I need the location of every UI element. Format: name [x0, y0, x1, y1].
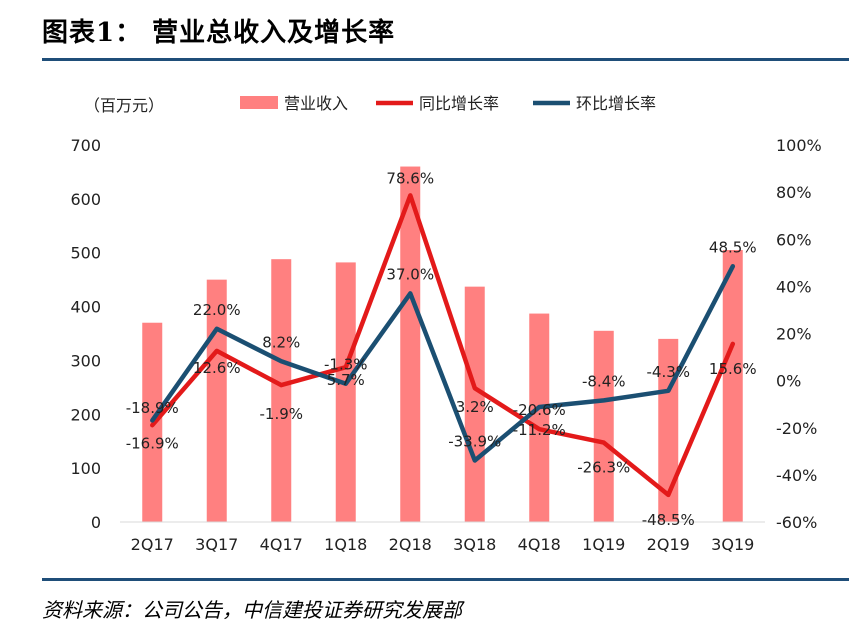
- qoq-data-label: 37.0%: [386, 265, 434, 283]
- left-axis-tick-label: 400: [70, 298, 101, 317]
- yoy-data-label: 3.2%: [456, 398, 494, 416]
- legend-label-yoy: 同比增长率: [419, 94, 499, 113]
- x-axis-tick-label: 2Q19: [647, 535, 690, 554]
- qoq-growth-line: [150, 264, 736, 463]
- qoq-data-label: 8.2%: [262, 333, 300, 351]
- left-axis-tick-label: 500: [70, 244, 101, 263]
- left-axis-tick-label: 100: [70, 459, 101, 478]
- figure-title: 图表1： 营业总收入及增长率: [42, 18, 396, 48]
- x-axis-tick-label: 1Q19: [582, 535, 625, 554]
- right-axis-tick-label: 60%: [776, 230, 812, 249]
- x-axis-tick-label: 4Q17: [260, 535, 303, 554]
- yoy-data-label: -26.3%: [577, 459, 630, 477]
- left-axis-tick-label: 300: [70, 351, 101, 370]
- revenue-bar: [722, 250, 743, 522]
- yoy-data-label: -1.9%: [259, 405, 303, 423]
- right-axis-tick-label: 20%: [776, 325, 812, 344]
- x-axis-tick-label: 3Q17: [195, 535, 238, 554]
- revenue-bar: [464, 286, 485, 522]
- right-axis-tick-label: 0%: [776, 372, 801, 391]
- left-axis-unit: （百万元）: [84, 96, 164, 115]
- yoy-data-label: 78.6%: [386, 169, 434, 187]
- yoy-growth-line: [150, 193, 736, 498]
- revenue-bar: [529, 313, 550, 522]
- right-axis-tick-label: -60%: [776, 513, 817, 532]
- revenue-bar: [335, 262, 356, 522]
- right-axis-tick-label: -40%: [776, 466, 817, 485]
- x-axis-tick-label: 1Q18: [324, 535, 367, 554]
- x-axis-tick-label: 4Q18: [518, 535, 561, 554]
- x-axis-tick-label: 2Q17: [131, 535, 174, 554]
- revenue-growth-chart: 0 100 200 300 400 500 600 700 -60% -40% -20% 0% 20% 4…: [70, 94, 822, 554]
- right-axis-tick-label: -20%: [776, 419, 817, 438]
- x-axis-tick-label: 2Q18: [389, 535, 432, 554]
- qoq-data-label: -16.9%: [126, 434, 179, 452]
- legend-label-revenue: 营业收入: [284, 94, 348, 113]
- yoy-data-label: 5.7%: [327, 371, 365, 389]
- legend-swatch-revenue: [240, 96, 278, 109]
- bottom-rule: [42, 578, 849, 581]
- qoq-data-label: -8.4%: [582, 372, 626, 390]
- qoq-data-label: 22.0%: [193, 301, 241, 319]
- qoq-data-label: 48.5%: [709, 238, 757, 256]
- yoy-data-label: -20.6%: [513, 401, 566, 419]
- left-axis-tick-label: 700: [70, 136, 101, 155]
- left-axis-tick-label: 0: [91, 513, 101, 532]
- yoy-data-label: -48.5%: [642, 511, 695, 529]
- qoq-data-label: -11.2%: [513, 421, 566, 439]
- top-rule: [42, 58, 849, 61]
- left-axis-tick-label: 600: [70, 190, 101, 209]
- right-axis-tick-label: 40%: [776, 277, 812, 296]
- revenue-bar: [593, 330, 614, 522]
- yoy-data-label: -18.9%: [126, 399, 179, 417]
- yoy-data-label: 12.6%: [193, 359, 241, 377]
- revenue-bar: [271, 259, 292, 522]
- qoq-data-label: -1.3%: [324, 356, 368, 374]
- right-axis-tick-label: 80%: [776, 183, 812, 202]
- revenue-bar: [206, 279, 227, 522]
- qoq-data-label: -4.3%: [646, 363, 690, 381]
- x-axis-tick-label: 3Q18: [453, 535, 496, 554]
- left-axis-tick-label: 200: [70, 405, 101, 424]
- legend-label-qoq: 环比增长率: [576, 94, 656, 113]
- right-axis-tick-label: 100%: [776, 136, 822, 155]
- x-axis-tick-label: 3Q19: [711, 535, 754, 554]
- qoq-data-label: -33.9%: [448, 433, 501, 451]
- source-note: 资料来源：公司公告，中信建投证券研究发展部: [42, 598, 462, 622]
- revenue-bar: [400, 166, 421, 523]
- yoy-data-label: 15.6%: [709, 360, 757, 378]
